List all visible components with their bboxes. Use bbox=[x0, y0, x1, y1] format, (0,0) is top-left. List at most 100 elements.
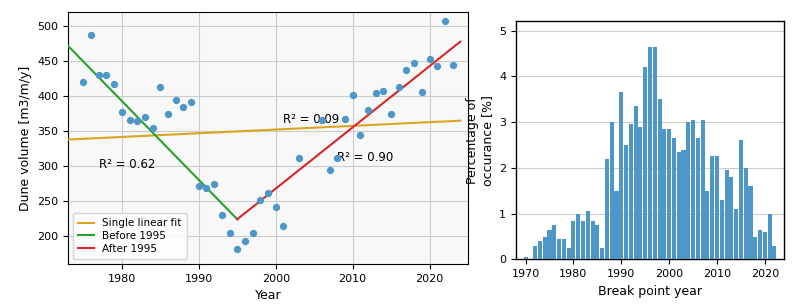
Point bbox=[238, 239, 251, 243]
Point bbox=[246, 230, 259, 235]
Point bbox=[115, 109, 128, 114]
Point bbox=[370, 90, 382, 95]
Point bbox=[438, 19, 451, 24]
Bar bbox=[706, 191, 710, 259]
Bar bbox=[614, 191, 618, 259]
Bar bbox=[562, 239, 566, 259]
Bar bbox=[691, 120, 695, 259]
Point bbox=[400, 68, 413, 73]
Point bbox=[346, 93, 359, 98]
Point bbox=[323, 167, 336, 172]
X-axis label: Break point year: Break point year bbox=[598, 285, 702, 298]
Point bbox=[77, 80, 90, 85]
X-axis label: Year: Year bbox=[254, 289, 282, 302]
Bar bbox=[552, 225, 556, 259]
Point bbox=[138, 115, 151, 120]
Before 1995 bbox=[233, 217, 242, 221]
Bar bbox=[523, 257, 528, 259]
Point bbox=[338, 116, 351, 121]
Bar bbox=[744, 168, 748, 259]
Point bbox=[446, 62, 459, 67]
Point bbox=[254, 197, 266, 202]
Point bbox=[423, 57, 436, 62]
Bar bbox=[643, 67, 647, 259]
Point bbox=[108, 81, 121, 86]
Point bbox=[200, 186, 213, 191]
Bar bbox=[672, 138, 676, 259]
Point bbox=[277, 224, 290, 229]
Bar bbox=[533, 246, 537, 259]
Bar bbox=[763, 232, 767, 259]
Point bbox=[354, 133, 366, 138]
Y-axis label: Dune volume [m3/m/y]: Dune volume [m3/m/y] bbox=[18, 65, 31, 211]
Bar bbox=[754, 236, 758, 259]
After 1995 bbox=[233, 217, 242, 221]
Bar bbox=[566, 248, 570, 259]
Bar bbox=[595, 225, 599, 259]
Point bbox=[131, 118, 144, 123]
Bar bbox=[677, 152, 681, 259]
Text: R² = 0.90: R² = 0.90 bbox=[338, 150, 394, 164]
Bar bbox=[600, 248, 604, 259]
Point bbox=[208, 181, 221, 186]
Bar bbox=[629, 124, 633, 259]
Point bbox=[262, 191, 274, 196]
Point bbox=[315, 118, 328, 122]
Line: After 1995: After 1995 bbox=[238, 42, 460, 219]
Point bbox=[185, 100, 198, 105]
Bar bbox=[658, 99, 662, 259]
Bar bbox=[730, 177, 734, 259]
Bar bbox=[696, 138, 700, 259]
Point bbox=[170, 97, 182, 102]
Point bbox=[223, 230, 236, 235]
Bar bbox=[701, 120, 705, 259]
Bar bbox=[739, 141, 743, 259]
Point bbox=[154, 85, 166, 90]
Point bbox=[362, 108, 374, 113]
Bar bbox=[610, 122, 614, 259]
Bar bbox=[725, 170, 729, 259]
Bar bbox=[686, 122, 690, 259]
Bar bbox=[715, 157, 719, 259]
Bar bbox=[547, 230, 551, 259]
Point bbox=[408, 60, 421, 65]
Point bbox=[231, 246, 244, 251]
Bar bbox=[653, 47, 657, 259]
Line: Before 1995: Before 1995 bbox=[68, 46, 238, 219]
Bar bbox=[619, 92, 623, 259]
Bar bbox=[758, 230, 762, 259]
Point bbox=[123, 118, 136, 122]
Bar bbox=[734, 209, 738, 259]
Bar bbox=[772, 246, 777, 259]
Bar bbox=[749, 186, 753, 259]
Point bbox=[92, 73, 105, 78]
Point bbox=[215, 213, 228, 218]
Bar bbox=[638, 127, 642, 259]
After 1995 bbox=[455, 40, 465, 44]
Point bbox=[331, 156, 344, 161]
Bar bbox=[542, 236, 546, 259]
Bar bbox=[682, 150, 686, 259]
Bar bbox=[648, 47, 652, 259]
Point bbox=[192, 183, 205, 188]
Text: R² = 0.09: R² = 0.09 bbox=[283, 113, 340, 126]
Bar bbox=[662, 129, 666, 259]
Point bbox=[162, 111, 174, 116]
Bar bbox=[710, 157, 714, 259]
Point bbox=[177, 105, 190, 110]
Bar bbox=[768, 214, 772, 259]
Before 1995 bbox=[63, 44, 73, 48]
Bar bbox=[667, 129, 671, 259]
Bar bbox=[586, 212, 590, 259]
Bar bbox=[720, 200, 724, 259]
Point bbox=[415, 90, 428, 95]
Point bbox=[146, 126, 159, 131]
Bar bbox=[576, 214, 580, 259]
Point bbox=[377, 88, 390, 93]
Bar bbox=[634, 106, 638, 259]
Legend: Single linear fit, Before 1995, After 1995: Single linear fit, Before 1995, After 19… bbox=[74, 213, 187, 259]
Point bbox=[431, 64, 444, 68]
Bar bbox=[557, 239, 561, 259]
Point bbox=[100, 73, 113, 78]
Text: R² = 0.62: R² = 0.62 bbox=[98, 157, 155, 170]
